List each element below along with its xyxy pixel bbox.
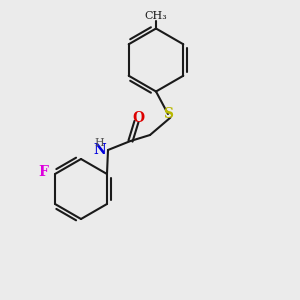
Text: H: H — [95, 138, 104, 148]
Text: N: N — [94, 143, 106, 157]
Text: F: F — [38, 166, 48, 179]
Text: S: S — [163, 107, 173, 121]
Text: O: O — [132, 111, 144, 125]
Text: CH₃: CH₃ — [145, 11, 167, 21]
